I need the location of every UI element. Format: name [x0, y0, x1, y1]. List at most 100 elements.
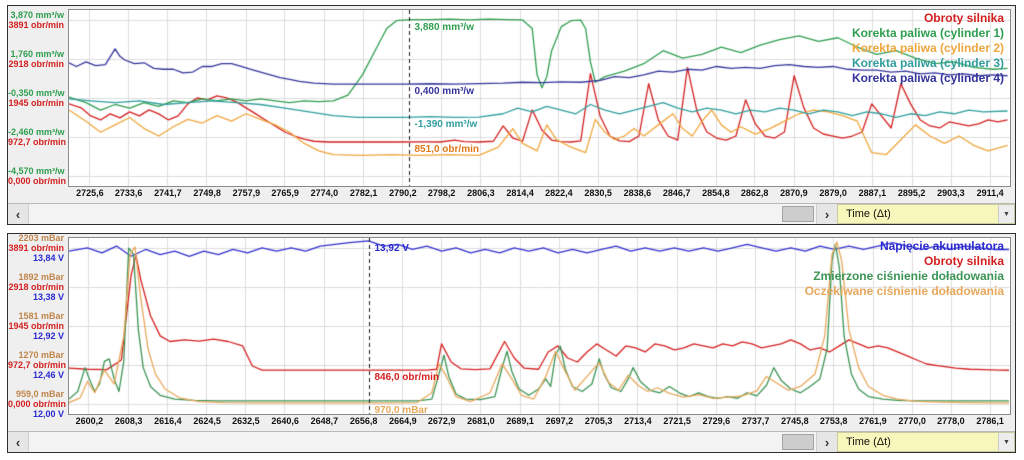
- x-axis-unit-label: Time (Δt): [846, 208, 891, 220]
- x-axis-unit-dropdown[interactable]: Time (Δt) ▼: [837, 432, 1015, 452]
- y-axis-tick-group: -2,460 mm³/w 972,7 obr/min: [8, 127, 66, 147]
- legend-item: Korekta paliwa (cylinder 4): [851, 71, 1004, 85]
- chart-canvas: [69, 238, 1010, 414]
- y-axis-tick-label: -4,570 mm³/w: [8, 166, 65, 177]
- x-axis: 2600,2 2608,3 2616,4 2624,5 2632,5 2640,6 2648…: [70, 415, 1010, 429]
- x-axis-tick-label: 2911,4: [976, 188, 1004, 198]
- x-axis-tick-label: 2624,5: [193, 416, 221, 426]
- y-axis-tick-label: 1945 obr/min: [8, 321, 64, 331]
- y-axis-tick-label: 1270 mBar: [18, 350, 64, 361]
- y-axis-tick-label: 13,84 V: [32, 252, 64, 263]
- x-axis-tick-label: 2705,3: [584, 416, 613, 426]
- y-axis-tick-group: 1270 mBar 972,7 obr/min 12,46 V: [8, 350, 67, 380]
- x-axis-tick-label: 2608,3: [114, 416, 143, 426]
- x-axis-tick-label: 2713,4: [624, 416, 652, 426]
- legend: Obroty silnika Korekta paliwa (cylinder 1…: [852, 11, 1004, 86]
- x-axis-tick-label: 2749,8: [193, 188, 221, 198]
- legend-item: Obroty silnika: [923, 11, 1004, 25]
- scrollbar-track[interactable]: [29, 432, 816, 452]
- y-axis-tick-label: 1892 mBar: [18, 271, 64, 282]
- dropdown-arrow-icon: ▼: [998, 205, 1014, 223]
- scroll-right-button[interactable]: ›: [816, 204, 837, 224]
- chart-panel-fuel-correction: 3,870 mm³/w 3891 obr/min 1,760 mm³/w 2918 o…: [7, 5, 1016, 225]
- scroll-left-button[interactable]: ‹: [8, 204, 29, 224]
- x-axis-tick-label: 2729,6: [702, 416, 731, 426]
- y-axis-labels: 3,870 mm³/w 3891 obr/min 1,760 mm³/w 2918 o…: [8, 9, 68, 187]
- x-axis-tick-label: 2745,8: [781, 416, 809, 426]
- x-axis-tick-label: 2664,9: [389, 416, 417, 426]
- x-axis-tick-label: 2774,0: [310, 188, 339, 198]
- y-axis-tick-label: 1945 obr/min: [8, 98, 64, 108]
- chart-area: 2203 mBar 3891 obr/min 13,84 V 1892 mBar 291…: [8, 233, 1015, 419]
- scroll-right-button[interactable]: ›: [816, 432, 837, 452]
- x-axis-tick-label: 2753,8: [819, 416, 848, 426]
- x-axis-tick-label: 2806,3: [467, 188, 495, 198]
- y-axis-tick-label: 1,760 mm³/w: [10, 48, 64, 59]
- y-axis-tick-label: 3891 obr/min: [8, 242, 64, 253]
- y-axis-tick-group: 959,0 mBar 0,000 obr/min 12,00 V: [8, 389, 67, 420]
- x-axis-tick-label: 2830,5: [584, 188, 612, 198]
- y-axis-tick-label: 0,000 obr/min: [8, 176, 67, 187]
- x-axis-tick-label: 2887,1: [858, 188, 887, 198]
- x-axis-tick-label: 2721,5: [663, 416, 691, 426]
- y-axis-tick-label: 0,000 obr/min: [8, 399, 67, 410]
- x-axis-tick-label: 2786,1: [976, 416, 1004, 426]
- x-axis-tick-label: 2741,7: [154, 188, 182, 198]
- scrollbar-thumb[interactable]: [782, 434, 814, 450]
- x-axis-tick-label: 2757,9: [232, 188, 261, 198]
- y-axis-tick-group: 1892 mBar 2918 obr/min 13,38 V: [8, 272, 64, 302]
- y-axis-tick-label: -0,350 mm³/w: [8, 88, 65, 98]
- y-axis-tick-label: 2918 obr/min: [8, 58, 64, 69]
- y-axis-tick-label: 2203 mBar: [18, 232, 64, 243]
- chart-canvas: [69, 10, 1010, 186]
- y-axis-tick-label: 3891 obr/min: [8, 19, 64, 30]
- x-axis-tick-label: 2737,7: [741, 416, 770, 426]
- x-axis-tick-label: 2879,0: [819, 188, 847, 198]
- x-axis-tick-label: 2822,4: [545, 188, 573, 198]
- x-axis-tick-label: 2761,9: [859, 416, 887, 426]
- x-axis-tick-label: 2733,6: [114, 188, 143, 198]
- y-axis-tick-group: -0,350 mm³/w 1945 obr/min: [8, 88, 65, 108]
- x-axis-tick-label: 2765,9: [271, 188, 299, 198]
- chart-area: 3,870 mm³/w 3891 obr/min 1,760 mm³/w 2918 o…: [8, 6, 1015, 187]
- x-axis-tick-label: 2895,2: [897, 188, 926, 198]
- x-axis-tick-label: 2778,0: [937, 416, 965, 426]
- y-axis-tick-label: 1581 mBar: [18, 311, 64, 321]
- x-axis-tick-label: 2770,0: [898, 416, 926, 426]
- scroll-left-button[interactable]: ‹: [8, 432, 29, 452]
- dropdown-arrow-icon: ▼: [998, 433, 1014, 451]
- scrollbar-row: ‹ › Time (Δt) ▼: [8, 203, 1015, 224]
- plot-area[interactable]: 3,880 mm³/w 0,400 mm³/w -1,390 mm³/w 851,0 …: [68, 9, 1011, 187]
- y-axis-tick-label: 972,7 obr/min: [8, 360, 67, 371]
- y-axis-tick-label: 12,00 V: [32, 409, 64, 420]
- x-axis-tick-label: 2640,6: [271, 416, 299, 426]
- x-axis-tick-label: 2798,2: [427, 188, 456, 198]
- scrollbar-thumb[interactable]: [782, 206, 814, 222]
- y-axis-tick-label: 12,92 V: [32, 331, 64, 341]
- x-axis-unit-label: Time (Δt): [846, 436, 891, 448]
- x-axis-tick-label: 2689,1: [506, 416, 534, 426]
- y-axis-tick-group: -4,570 mm³/w 0,000 obr/min: [8, 166, 67, 187]
- x-axis-unit-dropdown[interactable]: Time (Δt) ▼: [837, 204, 1015, 224]
- scrollbar-track[interactable]: [29, 204, 816, 224]
- x-axis-tick-label: 2846,7: [662, 188, 691, 198]
- x-axis-tick-label: 2838,6: [623, 188, 652, 198]
- legend-item: Zmierzone ciśnienie doładowania: [813, 269, 1004, 283]
- y-axis-tick-group: 1,760 mm³/w 2918 obr/min: [8, 49, 64, 69]
- x-axis-tick-label: 2862,8: [740, 188, 769, 198]
- legend-item: Oczekiwane ciśnienie doładowania: [804, 284, 1004, 298]
- x-axis-tick-label: 2600,2: [75, 416, 104, 426]
- y-axis-tick-group: 1581 mBar 1945 obr/min 12,92 V: [8, 311, 64, 341]
- y-axis-tick-group: 2203 mBar 3891 obr/min 13,84 V: [8, 233, 64, 263]
- x-axis-tick-label: 2854,8: [702, 188, 730, 198]
- y-axis-tick-label: 3,870 mm³/w: [10, 9, 64, 20]
- plot-area[interactable]: 13,92 V 846,0 obr/min 970,0 mBar Napięcie …: [68, 237, 1011, 415]
- y-axis-tick-group: 3,870 mm³/w 3891 obr/min: [8, 10, 64, 30]
- x-axis: 2725,6 2733,6 2741,7 2749,8 2757,9 2765,9 2774…: [70, 187, 1010, 201]
- x-axis-tick-label: 2648,7: [310, 416, 339, 426]
- x-axis-tick-label: 2814,4: [506, 188, 534, 198]
- x-axis-tick-label: 2672,9: [427, 416, 456, 426]
- y-axis-labels: 2203 mBar 3891 obr/min 13,84 V 1892 mBar 291…: [8, 233, 68, 419]
- y-axis-tick-label: 2918 obr/min: [8, 281, 64, 292]
